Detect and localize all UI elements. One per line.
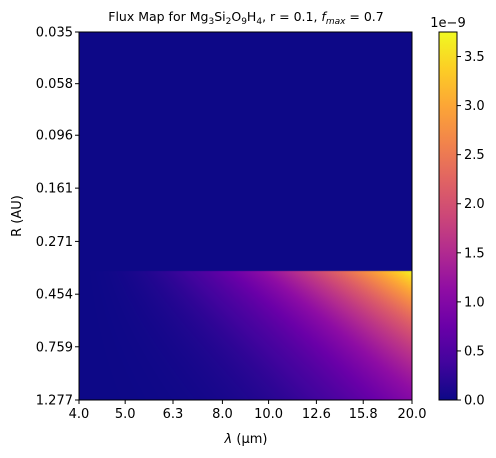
plot-frame (78, 31, 413, 401)
y-axis: 0.035 0.058 0.096 0.161 0.271 0.454 0.759 1.277 (36, 26, 79, 409)
y-tick-label: 0.096 (36, 129, 73, 144)
chart-title: Flux Map for Mg3Si2O9H4, r = 0.1, fmax =… (108, 9, 383, 27)
y-tick-label: 0.035 (36, 26, 73, 41)
x-tick-label: 4.0 (69, 407, 90, 422)
x-tick-label: 10.0 (254, 407, 283, 422)
x-tick-label: 15.8 (349, 407, 378, 422)
heatmap-plot-area (78, 31, 413, 401)
y-tick-label: 0.271 (36, 235, 73, 250)
x-tick-label: 8.0 (212, 407, 233, 422)
y-tick-label: 0.161 (36, 182, 73, 197)
colorbar-tick-label: 1.5 (464, 246, 485, 261)
y-tick-label: 0.759 (36, 340, 73, 355)
y-axis-label: R (AU) (10, 195, 25, 237)
x-tick-label: 6.3 (163, 407, 184, 422)
y-tick-label: 0.454 (36, 288, 73, 303)
colorbar-tick-label: 2.0 (464, 197, 485, 212)
x-axis: 4.0 5.0 6.3 8.0 10.0 12.6 15.8 20.0 (69, 400, 427, 422)
colorbar-tick-label: 0.0 (464, 394, 485, 409)
x-tick-label: 12.6 (302, 407, 331, 422)
x-axis-label: λ (μm) (224, 432, 268, 447)
y-tick-label: 0.058 (36, 77, 73, 92)
colorbar-tick-label: 2.5 (464, 148, 485, 163)
colorbar-tick-label: 3.0 (464, 99, 485, 114)
colorbar-offset-label: 1e−9 (430, 16, 465, 31)
x-tick-label: 20.0 (398, 407, 427, 422)
x-tick-label: 5.0 (115, 407, 136, 422)
colorbar-tick-label: 1.0 (464, 295, 485, 310)
colorbar-tick-label: 0.5 (464, 344, 485, 359)
y-tick-label: 1.277 (36, 394, 73, 409)
colorbar: 0.0 0.5 1.0 1.5 2.0 2.5 3.0 3.5 1e−9 (430, 16, 484, 409)
heatmap-canvas (79, 32, 412, 400)
colorbar-gradient (438, 31, 458, 401)
heatmap-canvas-holder (79, 32, 412, 400)
colorbar-tick-label: 3.5 (464, 50, 485, 65)
colorbar-ticks: 0.0 0.5 1.0 1.5 2.0 2.5 3.0 3.5 (457, 50, 485, 409)
